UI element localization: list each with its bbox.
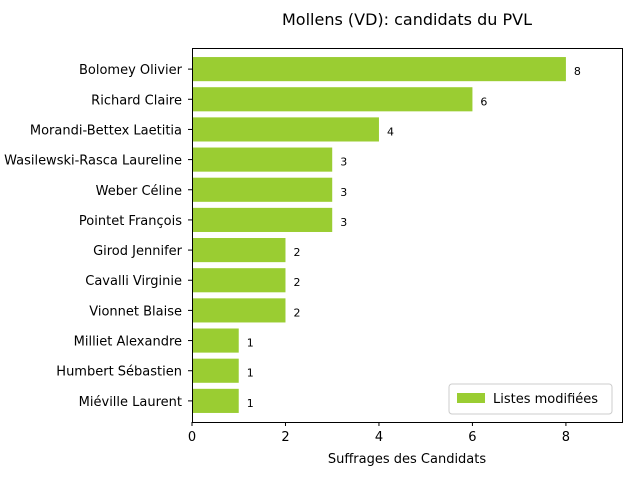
legend-swatch	[457, 393, 485, 403]
y-tick-label: Bolomey Olivier	[79, 63, 183, 78]
bar	[192, 268, 286, 293]
bar	[192, 87, 473, 112]
data-label: 1	[247, 367, 254, 380]
data-label: 4	[387, 125, 394, 138]
x-tick-label: 8	[562, 430, 570, 445]
data-labels-group: 8 6 4 3 3 3 2 2 2 1 1 1	[247, 65, 581, 410]
bar	[192, 207, 333, 232]
data-label: 6	[480, 95, 487, 108]
data-label: 3	[340, 156, 347, 169]
y-tick-label: Milliet Alexandre	[74, 335, 182, 350]
data-label: 2	[293, 306, 300, 319]
x-axis-label: Suffrages des Candidats	[328, 452, 487, 467]
bar	[192, 117, 379, 142]
x-axis-ticks: 0 2 4 6 8	[188, 422, 570, 445]
y-tick-label: Wasilewski-Rasca Laureline	[4, 154, 182, 169]
y-tick-label: Vionnet Blaise	[89, 304, 182, 319]
legend-label: Listes modifiées	[493, 392, 598, 407]
x-tick-label: 6	[468, 430, 476, 445]
bar	[192, 57, 566, 82]
bars-group	[192, 57, 566, 413]
bar	[192, 388, 239, 413]
bar	[192, 298, 286, 323]
y-axis-ticks: Bolomey Olivier Richard Claire Morandi-Bet…	[4, 63, 192, 410]
y-tick-label: Miéville Laurent	[79, 395, 182, 410]
data-label: 3	[340, 186, 347, 199]
legend: Listes modifiées	[448, 383, 613, 415]
y-tick-label: Richard Claire	[91, 93, 182, 108]
chart-title: Mollens (VD): candidats du PVL	[282, 10, 532, 29]
bar	[192, 328, 239, 353]
y-tick-label: Morandi-Bettex Laetitia	[30, 123, 182, 138]
x-tick-label: 0	[188, 430, 196, 445]
y-tick-label: Pointet François	[79, 214, 182, 229]
y-tick-label: Weber Céline	[96, 184, 182, 199]
data-label: 8	[574, 65, 581, 78]
bar	[192, 358, 239, 383]
data-label: 2	[293, 246, 300, 259]
bar	[192, 177, 333, 202]
legend-box	[448, 383, 613, 415]
x-tick-label: 2	[281, 430, 289, 445]
bar	[192, 147, 333, 172]
y-tick-label: Girod Jennifer	[93, 244, 183, 259]
data-label: 1	[247, 337, 254, 350]
y-tick-label: Cavalli Virginie	[85, 274, 182, 289]
x-tick-label: 4	[375, 430, 383, 445]
y-tick-label: Humbert Sébastien	[56, 365, 182, 380]
data-label: 3	[340, 216, 347, 229]
data-label: 1	[247, 397, 254, 410]
plot-frame	[192, 48, 623, 423]
bar	[192, 238, 286, 263]
data-label: 2	[293, 276, 300, 289]
